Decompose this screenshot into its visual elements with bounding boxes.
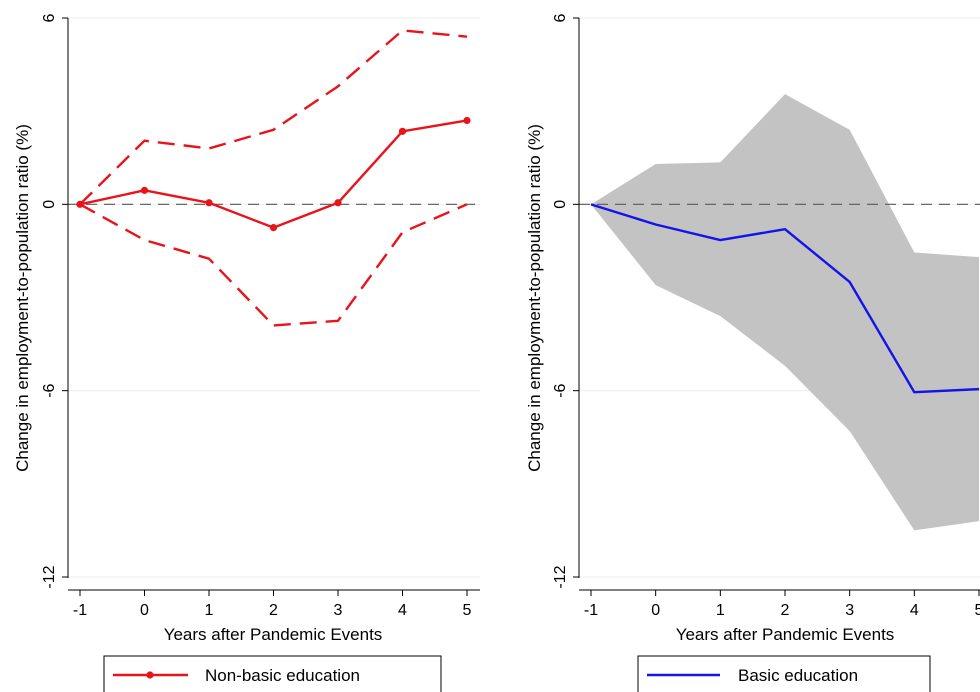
- left-y-tick-label: 0: [41, 200, 58, 209]
- left-x-tick-label: -1: [73, 602, 87, 619]
- left-x-tick-label: 3: [334, 602, 343, 619]
- right-plot-area: -12 -6 0 6 -1 0 1 2 3 4 5: [552, 13, 980, 619]
- left-panel: Change in employment-to-population ratio…: [13, 13, 480, 692]
- left-y-tick-label: -12: [41, 565, 58, 588]
- left-series-estimate: [79, 119, 468, 229]
- left-data-point: [463, 116, 471, 125]
- left-legend: Non-basic education: [103, 655, 442, 692]
- right-y-tick-label: 6: [552, 13, 569, 22]
- left-y-axis-title: Change in employment-to-population ratio…: [13, 124, 32, 472]
- right-y-tick-label: 0: [552, 200, 569, 209]
- right-x-tick-label: 0: [651, 602, 660, 619]
- left-data-point: [140, 186, 149, 194]
- right-x-tick-label: 4: [910, 602, 919, 619]
- left-y-tick-label: 6: [41, 13, 58, 22]
- right-x-tick-label: 2: [781, 602, 790, 619]
- left-data-point: [334, 199, 342, 207]
- right-series-estimate: [590, 203, 980, 394]
- left-legend-marker: [146, 671, 154, 679]
- left-series-upper: [79, 29, 468, 206]
- left-data-point: [398, 127, 407, 135]
- right-x-tick-label: 1: [716, 602, 725, 619]
- left-x-axis-title: Years after Pandemic Events: [164, 625, 383, 644]
- right-y-axis-title: Change in employment-to-population ratio…: [525, 124, 544, 472]
- left-x-tick-label: 4: [398, 602, 407, 619]
- left-x-tick-label: 5: [463, 602, 472, 619]
- right-y-tick-label: -6: [552, 383, 569, 397]
- left-series-lower: [79, 203, 468, 327]
- right-legend: Basic education: [637, 655, 931, 692]
- left-x-tick-label: 1: [205, 602, 214, 619]
- right-x-tick-label: 5: [975, 602, 980, 619]
- right-x-axis-title: Years after Pandemic Events: [676, 625, 895, 644]
- right-x-tick-label: 3: [845, 602, 854, 619]
- left-legend-label: Non-basic education: [205, 666, 360, 685]
- left-y-tick-label: -6: [41, 383, 58, 397]
- left-data-point: [269, 224, 278, 232]
- left-x-tick-label: 0: [140, 602, 149, 619]
- right-y-tick-label: -12: [552, 565, 569, 588]
- left-plot-area: -12 -6 0 6 -1 0 1 2 3 4 5: [41, 13, 480, 619]
- right-x-tick-label: -1: [584, 602, 598, 619]
- right-legend-label: Basic education: [738, 666, 858, 685]
- right-panel: Change in employment-to-population ratio…: [525, 13, 980, 692]
- right-confidence-band: [591, 94, 979, 531]
- left-x-tick-label: 2: [269, 602, 278, 619]
- left-data-point: [205, 199, 213, 207]
